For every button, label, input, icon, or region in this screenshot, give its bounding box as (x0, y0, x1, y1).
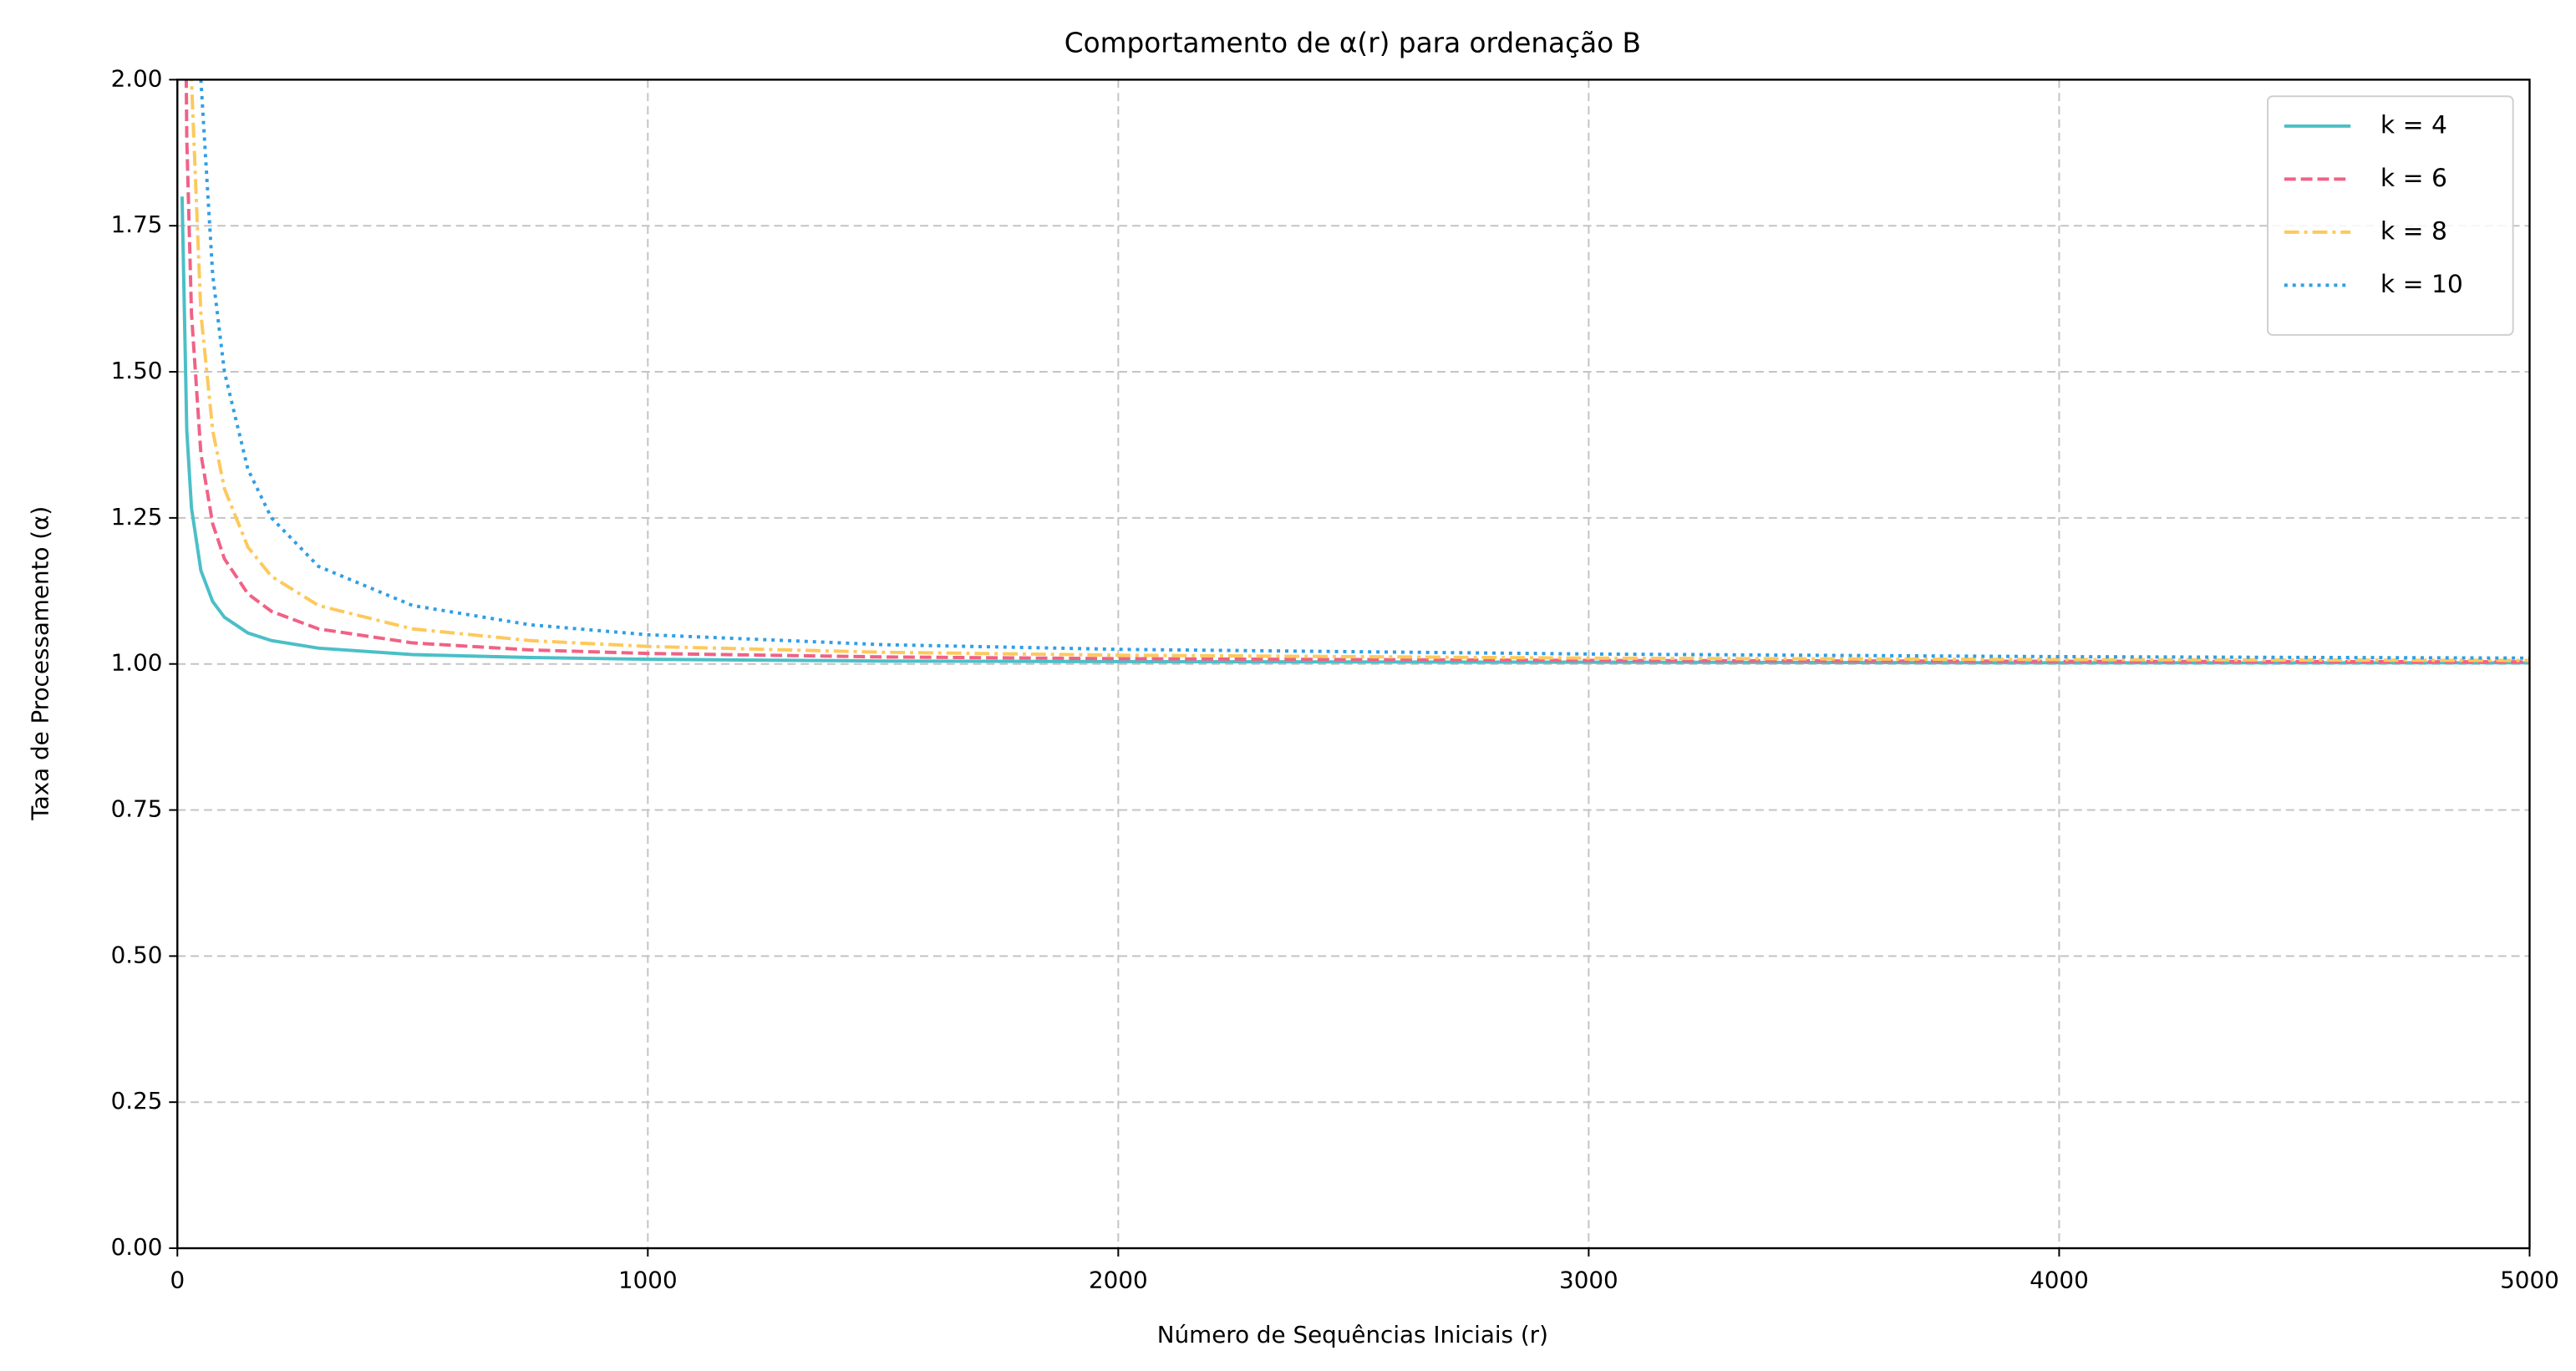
y-tick-label: 0.25 (111, 1087, 163, 1115)
y-tick-label: 1.25 (111, 503, 163, 531)
x-axis-label: Número de Sequências Iniciais (r) (1157, 1321, 1548, 1348)
series-line (180, 196, 2530, 665)
grid (176, 79, 2531, 1250)
legend-label: k = 6 (2380, 164, 2447, 193)
x-tick-label: 3000 (1559, 1267, 1618, 1294)
y-tick-label: 0.75 (111, 795, 163, 823)
chart-title: Comportamento de α(r) para ordenação B (1064, 28, 1641, 59)
x-tick-label: 5000 (2500, 1267, 2559, 1294)
y-tick-label: 1.75 (111, 211, 163, 238)
y-tick-label: 1.00 (111, 649, 163, 677)
x-tick-label: 4000 (2030, 1267, 2089, 1294)
legend-box (2267, 95, 2514, 336)
legend-label: k = 10 (2380, 270, 2463, 299)
y-tick-label: 2.00 (111, 64, 163, 92)
y-axis-label: Taxa de Processamento (α) (27, 506, 54, 821)
series-line (184, 79, 2530, 664)
y-tick-label: 0.00 (111, 1233, 163, 1261)
x-tick-label: 1000 (618, 1267, 678, 1294)
y-tick-label: 1.50 (111, 357, 163, 384)
legend-label: k = 4 (2380, 110, 2447, 140)
lines (180, 79, 2530, 665)
series-line (199, 79, 2530, 660)
legend: k = 4 k = 6 k = 8 k = 10 (2267, 95, 2514, 336)
legend-label: k = 8 (2380, 216, 2447, 246)
series-line (190, 79, 2530, 663)
y-tick-label: 0.50 (111, 941, 163, 968)
x-tick-label: 2000 (1089, 1267, 1148, 1294)
x-tick-label: 0 (170, 1267, 185, 1294)
axes: 0.00 0.25 0.50 0.75 1.00 1.25 1.50 1.75 2.00 0 100… (111, 64, 2559, 1293)
